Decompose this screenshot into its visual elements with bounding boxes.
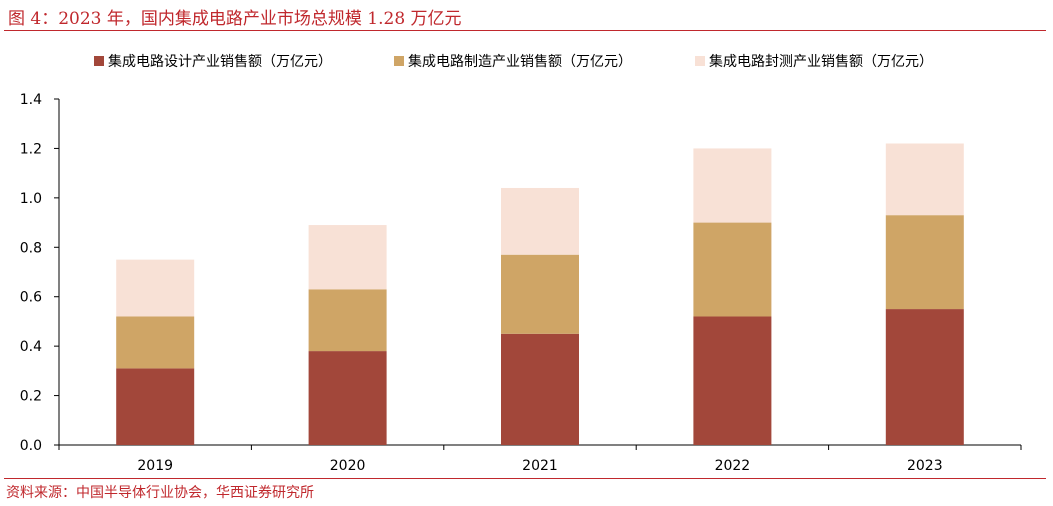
y-tick-label: 1.0	[20, 191, 42, 207]
bar-design-2020	[308, 351, 387, 445]
legend-swatch-packaging	[695, 56, 705, 66]
bar-manufacturing-2023	[885, 215, 964, 310]
source-note: 资料来源：中国半导体行业协会，华西证券研究所	[6, 485, 314, 501]
bar-packaging-2023	[885, 143, 964, 216]
x-tick-label: 2020	[330, 458, 366, 474]
chart-bars	[116, 143, 964, 445]
bar-packaging-2019	[116, 259, 195, 317]
chart-legend: 集成电路设计产业销售额（万亿元） 集成电路制造产业销售额（万亿元） 集成电路封测产业…	[94, 53, 933, 70]
bar-design-2022	[693, 316, 772, 445]
bar-manufacturing-2022	[693, 222, 772, 317]
chart-title: 图 4：2023 年，国内集成电路产业市场总规模 1.28 万亿元	[8, 9, 462, 29]
legend-label-packaging: 集成电路封测产业销售额（万亿元）	[709, 53, 933, 70]
bar-packaging-2022	[693, 148, 772, 223]
bar-design-2021	[501, 333, 579, 445]
stacked-bar-chart: 集成电路设计产业销售额（万亿元） 集成电路制造产业销售额（万亿元） 集成电路封测产业…	[20, 53, 1022, 474]
title-divider	[4, 30, 1046, 31]
y-tick-label: 1.2	[20, 141, 42, 157]
x-tick-label: 2022	[715, 458, 751, 474]
y-tick-label: 1.4	[20, 92, 42, 108]
y-tick-label: 0.4	[20, 339, 42, 355]
bar-packaging-2020	[308, 225, 387, 290]
x-tick-label: 2023	[907, 458, 943, 474]
bar-manufacturing-2019	[116, 316, 195, 369]
bar-design-2023	[885, 309, 964, 445]
x-tick-label: 2021	[522, 458, 558, 474]
y-tick-label: 0.2	[20, 389, 42, 405]
legend-label-manufacturing: 集成电路制造产业销售额（万亿元）	[408, 53, 632, 70]
x-tick-label: 2019	[137, 458, 173, 474]
legend-swatch-design	[94, 56, 104, 66]
source-divider	[4, 478, 1046, 479]
chart-axes: 0.0 0.2 0.4 0.6 0.8 1.0 1.2 1.4 2019 2020 2021 2022…	[20, 92, 1022, 474]
y-tick-label: 0.6	[20, 290, 42, 306]
bar-manufacturing-2020	[308, 289, 387, 352]
legend-label-design: 集成电路设计产业销售额（万亿元）	[108, 53, 332, 70]
y-tick-label: 0.8	[20, 240, 42, 256]
bar-packaging-2021	[501, 187, 579, 255]
bar-manufacturing-2021	[501, 254, 579, 334]
legend-swatch-manufacturing	[394, 56, 404, 66]
bar-design-2019	[116, 368, 195, 445]
y-tick-label: 0.0	[20, 438, 42, 454]
